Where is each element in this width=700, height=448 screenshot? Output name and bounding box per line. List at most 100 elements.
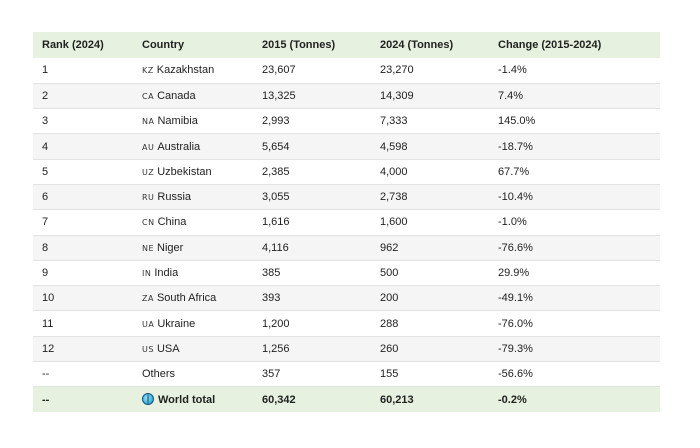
change-cell: -18.7% [498,140,533,153]
rank-cell: 8 [42,241,49,254]
country-name: Niger [157,241,184,254]
uranium-production-table: Rank (2024) Country 2015 (Tonnes) 2024 (… [33,32,660,412]
column-header-rank[interactable]: Rank (2024) [42,39,104,51]
change-cell: -56.6% [498,368,533,381]
total-country-cell: World total [133,387,253,412]
country-name: Canada [157,89,196,102]
table-row: 4 AU Australia 5,654 4,598 -18.7% [33,133,660,160]
rank-cell: 9 [42,267,49,280]
tonnes-2015-cell: 13,325 [262,89,296,102]
tonnes-2015-cell: 393 [262,292,281,305]
country-name: Others [142,368,176,381]
country-code: NA [142,117,155,127]
table-row-world-total: -- World total 60,342 60,213 -0.2% [33,386,660,412]
country-name: Namibia [157,115,198,128]
change-cell: -76.0% [498,317,533,330]
country-code: UA [142,319,155,329]
uranium-production-table-container: Rank (2024) Country 2015 (Tonnes) 2024 (… [33,32,660,412]
rank-cell: 4 [42,140,49,153]
table-row: 10 ZA South Africa 393 200 -49.1% [33,285,660,311]
table-row: 3 NA Namibia 2,993 7,333 145.0% [33,109,660,134]
country-code: RU [142,193,155,203]
tonnes-2015-cell: 385 [262,267,281,280]
table-row: 9 IN India 385 500 29.9% [33,260,660,286]
column-header-change[interactable]: Change (2015-2024) [498,39,602,51]
table-header: Rank (2024) Country 2015 (Tonnes) 2024 (… [33,32,660,58]
change-cell: 67.7% [498,165,530,178]
country-name: South Africa [156,292,217,305]
rank-cell: 5 [42,165,49,178]
tonnes-2024-cell: 14,309 [380,89,414,102]
country-cell: UA Ukraine [133,311,253,336]
rank-cell: -- [42,368,50,381]
rank-cell: 11 [42,317,54,330]
country-cell: Others [133,362,253,387]
tonnes-2024-cell: 962 [380,241,399,254]
country-name: Kazakhstan [156,64,215,77]
country-code: UZ [142,167,155,177]
country-name: Uzbekistan [157,165,212,178]
country-name: Australia [157,140,201,153]
column-header-2015[interactable]: 2015 (Tonnes) [262,39,336,51]
total-change-cell: -0.2% [498,393,527,406]
tonnes-2024-cell: 260 [380,342,399,355]
country-cell: CA Canada [133,83,253,108]
table-body: 1 KZ Kazakhstan 23,607 23,270 -1.4% 2 CA Canada 1… [33,58,660,412]
table-row: 12 US USA 1,256 260 -79.3% [33,336,660,362]
tonnes-2015-cell: 4,116 [262,241,289,254]
tonnes-2024-cell: 4,598 [380,140,408,153]
tonnes-2024-cell: 4,000 [380,165,408,178]
country-name: USA [156,342,180,355]
tonnes-2015-cell: 3,055 [262,191,290,204]
country-cell: US USA [133,336,253,361]
table-row: 6 RU Russia 3,055 2,738 -10.4% [33,184,660,210]
tonnes-2024-cell: 1,600 [380,216,408,229]
tonnes-2024-cell: 500 [380,267,399,280]
total-rank-cell: -- [42,393,50,406]
rank-cell: 2 [42,89,49,102]
tonnes-2024-cell: 155 [380,368,399,381]
change-cell: -49.1% [498,292,533,305]
country-cell: AU Australia [133,134,253,159]
globe-icon [142,393,154,406]
tonnes-2015-cell: 1,616 [262,216,290,229]
table-row: 1 KZ Kazakhstan 23,607 23,270 -1.4% [33,58,660,84]
country-code: US [142,344,154,354]
table-row: 8 NE Niger 4,116 962 -76.6% [33,235,660,261]
table-row: 11 UA Ukraine 1,200 288 -76.0% [33,311,660,337]
change-cell: -1.4% [498,64,527,77]
change-cell: -79.3% [498,342,533,355]
change-cell: -10.4% [498,191,533,204]
column-header-2024[interactable]: 2024 (Tonnes) [380,39,454,51]
country-code: ZA [142,294,154,304]
tonnes-2015-cell: 2,385 [262,165,290,178]
tonnes-2015-cell: 1,256 [262,342,290,355]
table-row: 5 UZ Uzbekistan 2,385 4,000 67.7% [33,159,660,185]
rank-cell: 12 [42,342,55,355]
table-row: 2 CA Canada 13,325 14,309 7.4% [33,83,660,109]
total-country-label: World total [158,394,216,407]
change-cell: 7.4% [498,89,524,102]
total-2024-cell: 60,213 [380,393,414,406]
rank-cell: 10 [42,292,55,305]
country-cell: KZ Kazakhstan [133,58,253,83]
country-code: IN [142,269,152,279]
country-name: Russia [157,191,192,204]
change-cell: -1.0% [498,216,527,229]
tonnes-2024-cell: 288 [380,317,399,330]
country-cell: RU Russia [133,184,253,209]
country-name: India [154,267,179,280]
change-cell: 29.9% [498,267,530,280]
country-name: Ukraine [157,317,196,330]
table-header-row: Rank (2024) Country 2015 (Tonnes) 2024 (… [33,32,660,58]
rank-cell: 7 [42,216,49,229]
total-2015-cell: 60,342 [262,393,296,406]
country-name: China [157,216,187,229]
column-header-country[interactable]: Country [142,39,185,51]
change-cell: 145.0% [498,115,536,128]
tonnes-2024-cell: 2,738 [380,191,408,204]
rank-cell: 6 [42,191,49,204]
tonnes-2024-cell: 200 [380,292,399,305]
tonnes-2015-cell: 23,607 [262,64,296,77]
country-cell: IN India [133,260,253,285]
